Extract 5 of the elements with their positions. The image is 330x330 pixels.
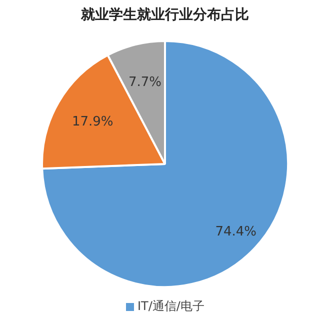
data-label: 74.4%	[215, 224, 257, 240]
legend-label: IT/通信/电子	[138, 298, 204, 315]
chart-title: 就业学生就业行业分布占比	[80, 6, 250, 24]
data-label: 7.7%	[128, 75, 162, 90]
data-label: 17.9%	[72, 114, 114, 130]
